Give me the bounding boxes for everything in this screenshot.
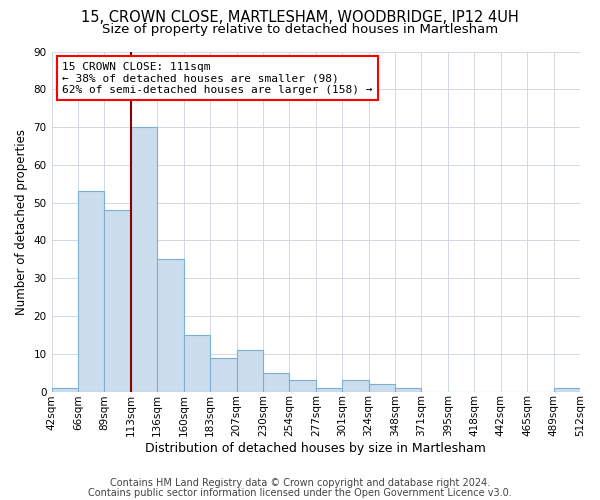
Bar (104, 210, 131, 392)
Bar (131, 127, 157, 392)
Y-axis label: Number of detached properties: Number of detached properties (15, 128, 28, 314)
X-axis label: Distribution of detached houses by size in Martlesham: Distribution of detached houses by size … (145, 442, 486, 455)
Bar (78, 192, 104, 392)
Text: 15 CROWN CLOSE: 111sqm
← 38% of detached houses are smaller (98)
62% of semi-det: 15 CROWN CLOSE: 111sqm ← 38% of detached… (62, 62, 373, 95)
Bar (395, 388, 421, 392)
Bar (289, 380, 316, 392)
Text: 15, CROWN CLOSE, MARTLESHAM, WOODBRIDGE, IP12 4UH: 15, CROWN CLOSE, MARTLESHAM, WOODBRIDGE,… (81, 10, 519, 25)
Bar (210, 358, 236, 392)
Text: Contains public sector information licensed under the Open Government Licence v3: Contains public sector information licen… (88, 488, 512, 498)
Bar (316, 388, 342, 392)
Bar (554, 388, 580, 392)
Text: Size of property relative to detached houses in Martlesham: Size of property relative to detached ho… (102, 22, 498, 36)
Bar (342, 380, 368, 392)
Bar (184, 335, 210, 392)
Bar (157, 260, 184, 392)
Bar (52, 388, 78, 392)
Bar (236, 350, 263, 392)
Text: Contains HM Land Registry data © Crown copyright and database right 2024.: Contains HM Land Registry data © Crown c… (110, 478, 490, 488)
Bar (263, 372, 289, 392)
Bar (368, 384, 395, 392)
